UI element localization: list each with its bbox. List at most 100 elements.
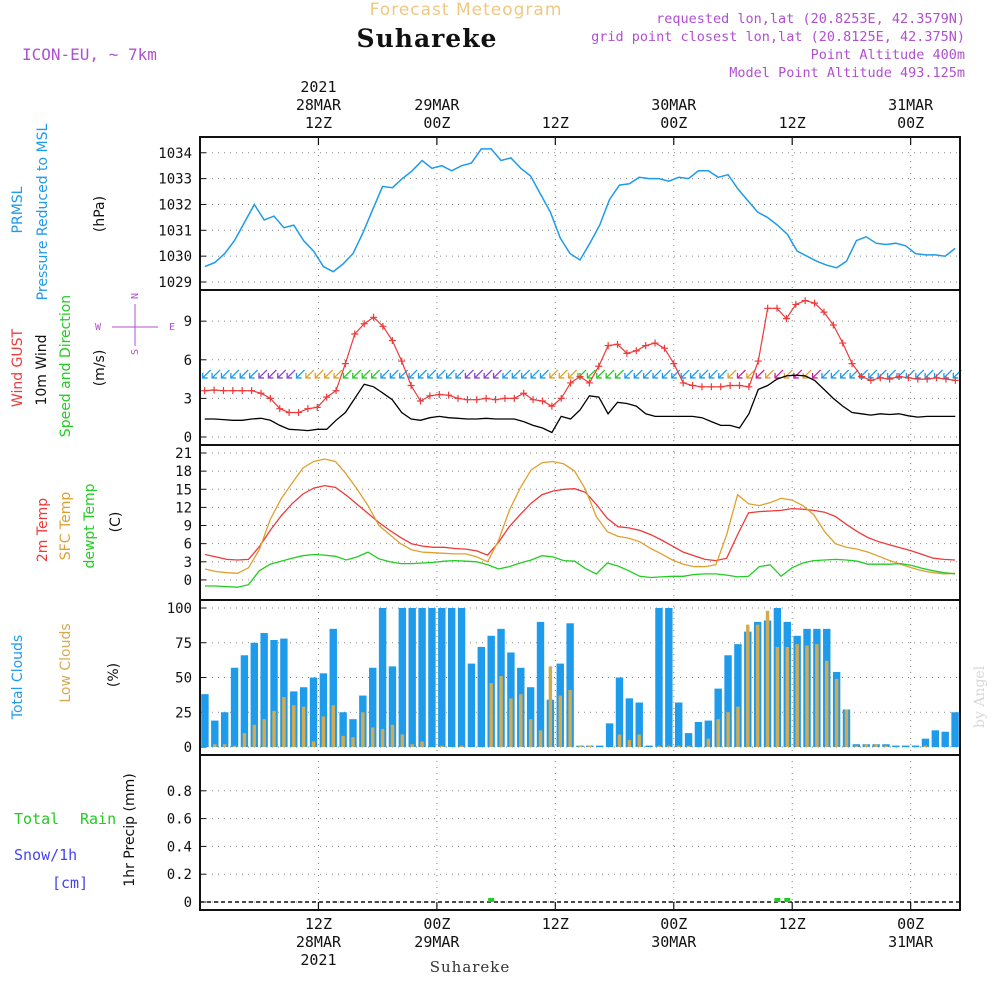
gust-marker — [773, 304, 781, 312]
wind-10m-label: 10m Wind — [34, 334, 50, 405]
gust-marker — [886, 375, 894, 383]
wind-arrow — [342, 369, 352, 379]
wind-arrow — [708, 369, 718, 379]
gust-marker — [463, 396, 471, 404]
wind-arrow-head — [586, 372, 593, 379]
low-cloud-bar — [242, 733, 247, 747]
top-time-label: 12Z — [305, 114, 332, 132]
wind-arrow — [802, 369, 812, 379]
total-cloud-bar — [605, 723, 614, 747]
total-cloud-bar — [566, 623, 574, 747]
wind-arrow — [314, 369, 324, 379]
dewpt-label: dewpt Temp — [82, 483, 98, 568]
total-cloud-bar — [684, 733, 693, 747]
gust-marker — [360, 320, 368, 328]
total-cloud-bar — [408, 608, 416, 747]
gust-marker — [848, 360, 856, 368]
gust-marker — [538, 397, 546, 405]
gust-marker — [670, 360, 678, 368]
wind-arrow — [446, 369, 456, 379]
wind-arrow-head — [596, 372, 602, 379]
wind-arrow — [568, 369, 578, 379]
gust-marker — [435, 391, 443, 399]
grid-point-coords: grid point closest lon,lat (20.8125E, 42… — [591, 29, 965, 45]
total-cloud-bar — [339, 712, 347, 747]
wind-speed-dir-label: Speed and Direction — [58, 295, 74, 437]
pressure-line — [204, 148, 956, 273]
bottom-time-label: 12Z — [305, 915, 332, 933]
wind-arrow-head — [314, 372, 321, 379]
wind-arrow — [934, 369, 944, 379]
gust-marker — [604, 342, 612, 350]
wind-arrow-head — [380, 372, 386, 379]
wind-arrow-head — [811, 372, 818, 379]
wind-arrow — [436, 369, 446, 379]
low-cloud-bar — [499, 676, 503, 747]
wind-arrow-head — [352, 372, 358, 379]
total-cloud-bar — [260, 633, 268, 747]
wind-arrow — [718, 369, 728, 379]
gust-marker — [332, 387, 340, 395]
total-cloud-bar — [319, 673, 328, 747]
ytick-clouds: 25 — [175, 705, 192, 721]
gust-marker — [276, 405, 284, 413]
total-cloud-bar — [596, 745, 604, 747]
wind-arrow — [924, 369, 934, 379]
ytick-pressure: 1034 — [158, 146, 192, 162]
wind-arrow-head — [567, 372, 574, 379]
total-cloud-bar — [220, 712, 229, 747]
gust-marker — [407, 382, 415, 390]
ytick-wind: 0 — [184, 430, 192, 446]
gust-marker — [745, 383, 753, 391]
gust-marker — [238, 387, 246, 395]
gust-marker — [426, 392, 434, 400]
wind-arrow — [427, 369, 437, 379]
wind-arrow-head — [483, 372, 490, 379]
wind-arrow-head — [521, 372, 527, 379]
total-clouds-label: Total Clouds — [10, 635, 26, 720]
wind-arrow-head — [445, 372, 452, 379]
gust-marker — [229, 387, 237, 395]
wind-arrow — [483, 369, 493, 379]
wind-arrow-head — [868, 372, 874, 379]
wind-arrow-head — [492, 372, 499, 379]
wind-arrow-head — [427, 372, 433, 379]
total-cloud-bar — [447, 608, 456, 747]
wind-arrow-head — [464, 372, 471, 379]
wind-arrow-head — [530, 372, 537, 379]
gust-marker — [933, 374, 941, 382]
ytick-pressure: 1031 — [158, 223, 192, 239]
low-cloud-bar — [282, 696, 286, 747]
gust-marker — [416, 397, 424, 405]
wind-arrow — [586, 369, 596, 379]
location-title: Suhareke — [357, 24, 498, 53]
sfc-temp-label: SFC Temp — [58, 492, 74, 561]
gust-marker — [904, 374, 912, 382]
model-label: ICON-EU, ~ 7km — [22, 45, 157, 64]
top-time-label: 30MAR — [651, 96, 697, 114]
ytick-temperature: 0 — [184, 573, 192, 589]
wind-arrow — [521, 369, 531, 379]
total-cloud-bar — [665, 608, 673, 747]
total-cloud-bar — [694, 721, 703, 747]
total-cloud-bar — [457, 608, 466, 747]
total-cloud-bar — [230, 667, 239, 747]
low-cloud-bar — [301, 706, 306, 747]
total-cloud-bar — [428, 608, 436, 747]
precip-labels: Total Rain Snow/1h [cm] 1hr Precip (mm) — [14, 773, 138, 892]
wind-arrow-head — [455, 372, 462, 379]
total-cloud-bar — [931, 730, 940, 747]
ytick-precip: 0.4 — [167, 839, 192, 855]
low-cloud-bar — [686, 745, 691, 747]
low-cloud-bar — [558, 695, 562, 747]
panel-frame-wind — [199, 289, 961, 446]
wind-arrow — [633, 369, 643, 379]
total-cloud-bar — [704, 720, 713, 747]
top-time-label: 29MAR — [414, 96, 460, 114]
wind-arrow — [296, 369, 305, 379]
total-cloud-bar — [734, 644, 742, 747]
gust-marker — [914, 375, 922, 383]
wind-arrow-head — [436, 372, 443, 379]
low-cloud-bar — [716, 719, 720, 747]
ytick-precip: 0.6 — [167, 812, 192, 828]
